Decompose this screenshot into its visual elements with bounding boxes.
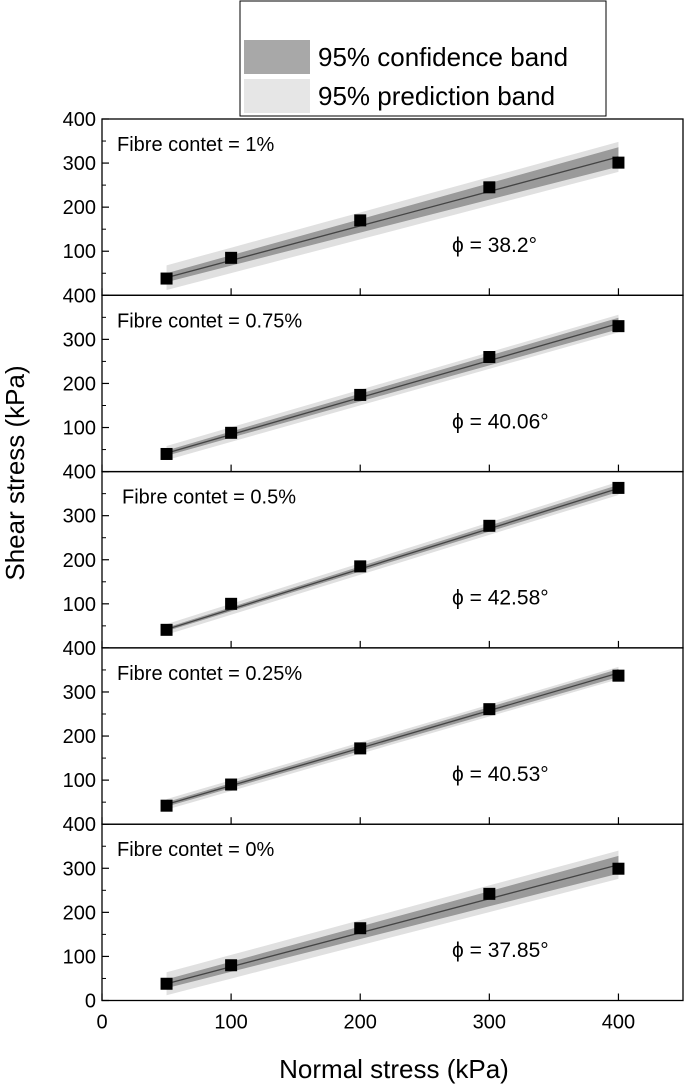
x-axis-ticks: 0 100 200 300 400 bbox=[96, 1012, 635, 1034]
y-tick-label: 300 bbox=[63, 506, 96, 528]
legend-confidence-label: 95% confidence band bbox=[318, 42, 568, 72]
data-point bbox=[225, 778, 238, 791]
confidence-band bbox=[166, 855, 619, 989]
y-tick-label: 0 bbox=[85, 991, 96, 1013]
friction-angle-label: ϕ = 40.53° bbox=[452, 763, 549, 786]
data-point bbox=[612, 862, 625, 875]
y-tick-label: 300 bbox=[63, 329, 96, 351]
x-tick-label: 100 bbox=[214, 1012, 247, 1034]
legend-prediction-label: 95% prediction band bbox=[318, 81, 555, 111]
x-tick-label: 200 bbox=[344, 1012, 377, 1034]
y-tick-label: 100 bbox=[63, 418, 96, 440]
data-point bbox=[612, 481, 625, 494]
data-point bbox=[483, 519, 496, 532]
panel-4: 100 200 300 400 Fibre contet = 0.25% ϕ = 40.5… bbox=[63, 638, 684, 825]
data-point bbox=[612, 669, 625, 682]
fit-line bbox=[166, 487, 619, 631]
data-point bbox=[160, 977, 173, 990]
data-point bbox=[354, 388, 367, 401]
panel-title: Fibre contet = 0.75% bbox=[117, 310, 302, 332]
data-point bbox=[354, 560, 367, 573]
fit-line bbox=[166, 672, 619, 805]
y-tick-label: 200 bbox=[63, 726, 96, 748]
y-tick-label: 300 bbox=[63, 858, 96, 880]
y-tick-label: 400 bbox=[63, 814, 96, 836]
data-point bbox=[483, 351, 496, 364]
data-point bbox=[160, 623, 173, 636]
panel-title: Fibre contet = 1% bbox=[117, 134, 275, 156]
data-point bbox=[483, 887, 496, 900]
x-tick-label: 300 bbox=[473, 1012, 506, 1034]
y-tick-label: 400 bbox=[63, 462, 96, 484]
data-point bbox=[160, 447, 173, 460]
y-axis-title: Shear stress (kPa) bbox=[0, 365, 30, 580]
data-point bbox=[483, 181, 496, 194]
data-point bbox=[225, 597, 238, 610]
panel-2: 100 200 300 400 Fibre contet = 0.75% ϕ = 40.0… bbox=[63, 285, 684, 473]
data-point bbox=[612, 320, 625, 333]
data-point bbox=[225, 251, 238, 264]
fit-line bbox=[166, 864, 619, 985]
data-point bbox=[354, 922, 367, 935]
data-point bbox=[160, 799, 173, 812]
legend-confidence-swatch bbox=[244, 40, 310, 74]
y-tick-label: 100 bbox=[63, 946, 96, 968]
legend: 95% confidence band 95% prediction band bbox=[239, 0, 607, 117]
data-point bbox=[354, 214, 367, 227]
legend-prediction-swatch bbox=[244, 79, 310, 113]
panel-title: Fibre contet = 0.25% bbox=[117, 663, 302, 685]
panel-1: 100 200 300 400 Fibre contet = 1% ϕ = 38.2° bbox=[63, 109, 684, 296]
y-tick-label: 200 bbox=[63, 550, 96, 572]
friction-angle-label: ϕ = 38.2° bbox=[452, 234, 537, 257]
y-tick-label: 100 bbox=[63, 594, 96, 616]
friction-angle-label: ϕ = 37.85° bbox=[452, 939, 549, 962]
friction-angle-label: ϕ = 42.58° bbox=[452, 587, 549, 610]
fit-line bbox=[166, 322, 619, 454]
data-point bbox=[225, 426, 238, 439]
y-tick-label: 300 bbox=[63, 682, 96, 704]
x-tick-label: 0 bbox=[96, 1012, 107, 1034]
data-point bbox=[354, 742, 367, 755]
y-tick-label: 100 bbox=[63, 770, 96, 792]
y-tick-label: 400 bbox=[63, 285, 96, 307]
data-point bbox=[483, 703, 496, 716]
x-tick-label: 400 bbox=[602, 1012, 635, 1034]
data-point bbox=[225, 959, 238, 972]
data-point bbox=[612, 156, 625, 169]
panel-title: Fibre contet = 0.5% bbox=[122, 487, 296, 509]
panel-3: 100 200 300 400 Fibre contet = 0.5% ϕ = 42.58… bbox=[63, 462, 684, 649]
y-tick-label: 200 bbox=[63, 902, 96, 924]
panel-title: Fibre contet = 0% bbox=[117, 839, 275, 861]
y-tick-label: 400 bbox=[63, 109, 96, 131]
data-point bbox=[160, 272, 173, 285]
y-tick-label: 200 bbox=[63, 373, 96, 395]
x-axis-title: Normal stress (kPa) bbox=[279, 1054, 509, 1084]
fit-line bbox=[166, 156, 619, 279]
friction-angle-label: ϕ = 40.06° bbox=[452, 410, 549, 433]
y-tick-label: 400 bbox=[63, 638, 96, 660]
y-tick-label: 300 bbox=[63, 153, 96, 175]
y-tick-label: 100 bbox=[63, 241, 96, 263]
y-tick-label: 200 bbox=[63, 197, 96, 219]
panel-5: 0 100 200 300 400 Fibre contet = 0% ϕ = 37.85° bbox=[63, 814, 684, 1013]
confidence-band bbox=[166, 147, 619, 283]
